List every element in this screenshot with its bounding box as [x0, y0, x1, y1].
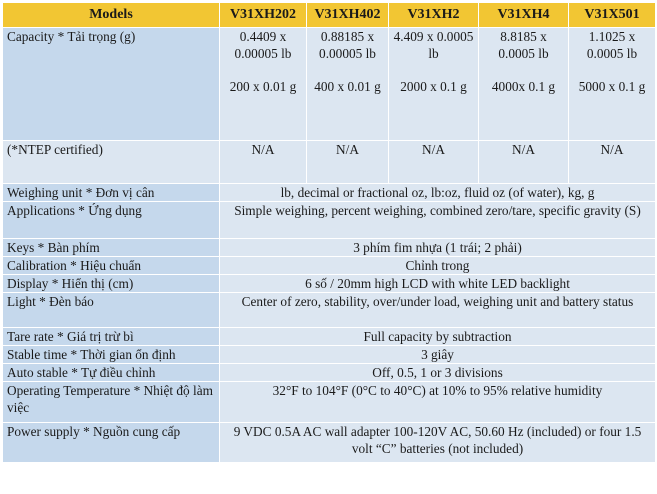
auto-stable-label: Auto stable * Tự điều chỉnh	[2, 363, 220, 382]
temperature-row: Operating Temperature * Nhiệt độ làm việ…	[2, 381, 656, 423]
capacity-g: 400 x 0.01 g	[314, 79, 381, 94]
ntep-value: N/A	[388, 140, 479, 184]
applications-row: Applications * Ứng dụng Simple weighing,…	[2, 201, 656, 239]
stable-time-row: Stable time * Thời gian ổn định 3 giây	[2, 345, 656, 364]
temperature-value: 32°F to 104°F (0°C to 40°C) at 10% to 95…	[219, 381, 656, 423]
tare-label: Tare rate * Giá trị trừ bì	[2, 327, 220, 346]
stable-time-value: 3 giây	[219, 345, 656, 364]
keys-value: 3 phím fim nhựa (1 trái; 2 phải)	[219, 238, 656, 257]
power-value: 9 VDC 0.5A AC wall adapter 100-120V AC, …	[219, 422, 656, 463]
capacity-lb: 0.4409 x 0.00005 lb	[234, 29, 292, 61]
capacity-lb: 8.8185 x 0.0005 lb	[498, 29, 549, 61]
capacity-label: Capacity * Tải trọng (g)	[2, 27, 220, 141]
capacity-lb: 1.1025 x 0.0005 lb	[586, 29, 638, 61]
unit-label: Weighing unit * Đơn vị cân	[2, 183, 220, 202]
ntep-value: N/A	[568, 140, 656, 184]
ntep-value: N/A	[478, 140, 569, 184]
capacity-cell: 4.409 x 0.0005 lb 2000 x 0.1 g	[388, 27, 479, 141]
capacity-g: 5000 x 0.1 g	[578, 79, 646, 94]
applications-value: Simple weighing, percent weighing, combi…	[219, 201, 656, 239]
auto-stable-row: Auto stable * Tự điều chỉnh Off, 0.5, 1 …	[2, 363, 656, 382]
header-model-5: V31X501	[568, 2, 656, 28]
display-label: Display * Hiển thị (cm)	[2, 274, 220, 293]
header-model-1: V31XH202	[219, 2, 307, 28]
capacity-cell: 0.88185 x 0.00005 lb 400 x 0.01 g	[306, 27, 389, 141]
light-row: Light * Đèn báo Center of zero, stabilit…	[2, 292, 656, 328]
ntep-label: (*NTEP certified)	[2, 140, 220, 184]
temperature-label: Operating Temperature * Nhiệt độ làm việ…	[2, 381, 220, 423]
keys-label: Keys * Bàn phím	[2, 238, 220, 257]
header-row: Models V31XH202 V31XH402 V31XH2 V31XH4 V…	[2, 2, 656, 28]
capacity-g: 2000 x 0.1 g	[400, 79, 467, 94]
applications-label: Applications * Ứng dụng	[2, 201, 220, 239]
power-row: Power supply * Nguồn cung cấp 9 VDC 0.5A…	[2, 422, 656, 463]
capacity-g: 4000x 0.1 g	[491, 79, 556, 94]
spec-table: Models V31XH202 V31XH402 V31XH2 V31XH4 V…	[2, 2, 656, 463]
keys-row: Keys * Bàn phím 3 phím fim nhựa (1 trái;…	[2, 238, 656, 257]
unit-row: Weighing unit * Đơn vị cân lb, decimal o…	[2, 183, 656, 202]
power-label: Power supply * Nguồn cung cấp	[2, 422, 220, 463]
display-value: 6 số / 20mm high LCD with white LED back…	[219, 274, 656, 293]
light-value: Center of zero, stability, over/under lo…	[219, 292, 656, 328]
header-model-3: V31XH2	[388, 2, 479, 28]
tare-row: Tare rate * Giá trị trừ bì Full capacity…	[2, 327, 656, 346]
capacity-lb: 4.409 x 0.0005 lb	[393, 29, 474, 61]
ntep-value: N/A	[306, 140, 389, 184]
light-label: Light * Đèn báo	[2, 292, 220, 328]
header-model-2: V31XH402	[306, 2, 389, 28]
capacity-g: 200 x 0.01 g	[229, 79, 297, 94]
capacity-cell: 8.8185 x 0.0005 lb 4000x 0.1 g	[478, 27, 569, 141]
calibration-value: Chỉnh trong	[219, 256, 656, 275]
unit-value: lb, decimal or fractional oz, lb:oz, flu…	[219, 183, 656, 202]
stable-time-label: Stable time * Thời gian ổn định	[2, 345, 220, 364]
capacity-lb: 0.88185 x 0.00005 lb	[319, 29, 376, 61]
ntep-row: (*NTEP certified) N/A N/A N/A N/A N/A	[2, 140, 656, 184]
tare-value: Full capacity by subtraction	[219, 327, 656, 346]
ntep-value: N/A	[219, 140, 307, 184]
auto-stable-value: Off, 0.5, 1 or 3 divisions	[219, 363, 656, 382]
capacity-cell: 1.1025 x 0.0005 lb 5000 x 0.1 g	[568, 27, 656, 141]
header-model-4: V31XH4	[478, 2, 569, 28]
display-row: Display * Hiển thị (cm) 6 số / 20mm high…	[2, 274, 656, 293]
calibration-row: Calibration * Hiệu chuẩn Chỉnh trong	[2, 256, 656, 275]
calibration-label: Calibration * Hiệu chuẩn	[2, 256, 220, 275]
header-models: Models	[2, 2, 220, 28]
capacity-row: Capacity * Tải trọng (g) 0.4409 x 0.0000…	[2, 27, 656, 141]
capacity-cell: 0.4409 x 0.00005 lb 200 x 0.01 g	[219, 27, 307, 141]
